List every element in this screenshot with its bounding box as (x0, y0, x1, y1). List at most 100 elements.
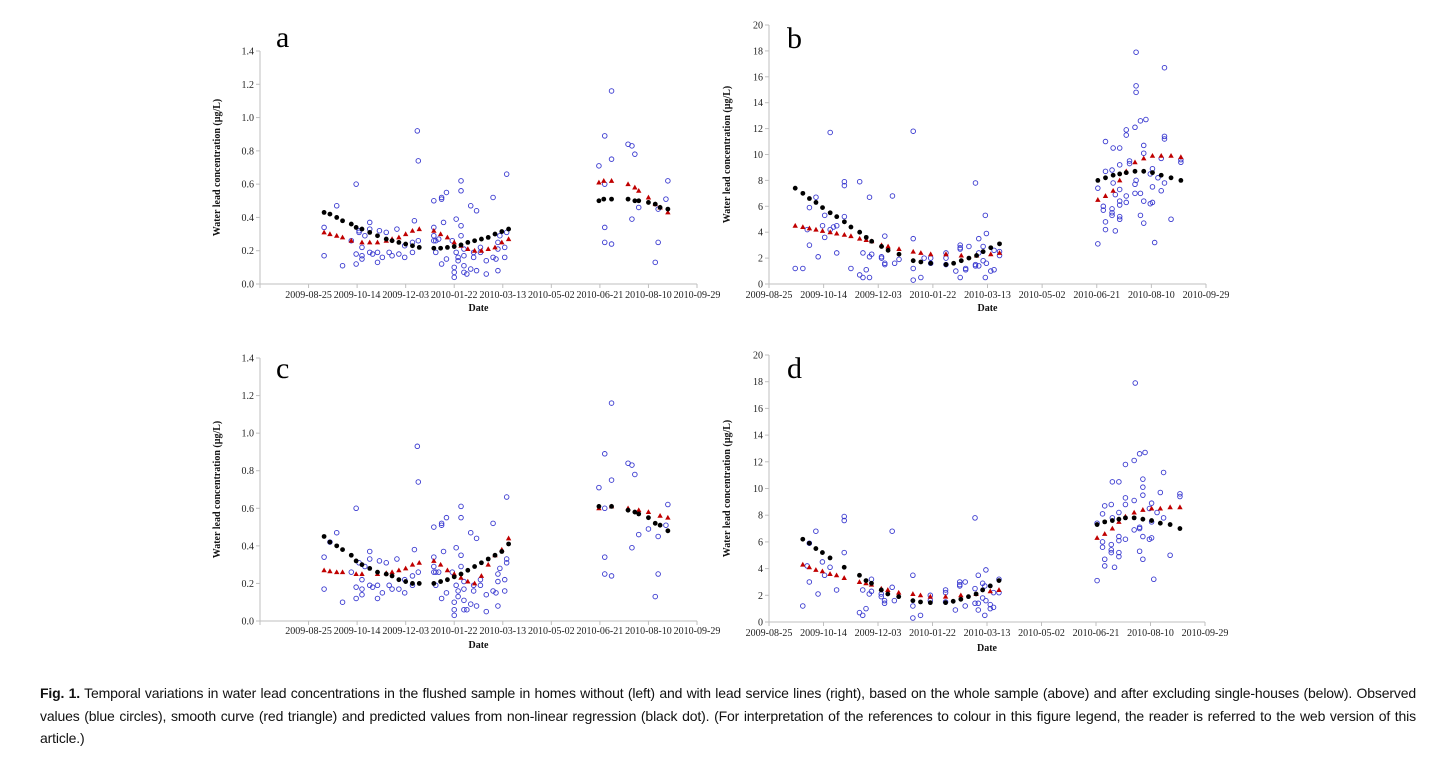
observed-point (501, 576, 508, 583)
observed-point (1131, 497, 1137, 504)
predicted-point (438, 245, 444, 251)
predicted-point (472, 564, 478, 569)
predicted-point (492, 552, 498, 558)
predicted-point (389, 573, 395, 579)
observed-point (495, 603, 501, 609)
observed-point (461, 252, 467, 259)
observed-point (353, 251, 359, 257)
observed-point (983, 567, 989, 573)
smooth-curve-point (917, 592, 924, 598)
predicted-point (927, 600, 933, 606)
x-tick-label: 2010-01-22 (909, 628, 956, 639)
observed-point (401, 254, 408, 261)
observed-point (433, 237, 439, 244)
y-tick-label: 0 (758, 280, 763, 291)
observed-point (374, 259, 381, 266)
x-tick-label: 2010-09-29 (674, 626, 721, 637)
observed-point (379, 590, 386, 596)
observed-point (1109, 212, 1115, 219)
smooth-curve-point (1110, 187, 1116, 193)
predicted-point (820, 205, 825, 210)
observed-point (1116, 537, 1122, 544)
y-tick-label: 6 (758, 202, 763, 213)
observed-point (866, 274, 873, 281)
predicted-point (1141, 168, 1147, 174)
observed-point (369, 584, 376, 590)
smooth-curve-point (334, 569, 340, 575)
smooth-curve-point (348, 237, 354, 243)
x-tick-label: 2009-10-14 (800, 290, 847, 301)
predicted-point (445, 244, 450, 250)
predicted-point (348, 552, 354, 558)
predicted-point (383, 571, 389, 577)
predicted-point (973, 591, 979, 597)
observed-point (1095, 241, 1101, 247)
smooth-curve-point (1095, 197, 1101, 202)
observed-point (366, 556, 373, 562)
y-tick-label: 16 (753, 404, 763, 415)
predicted-point (431, 245, 437, 251)
observed-point (503, 494, 510, 500)
observed-point (386, 582, 392, 589)
observed-point (415, 479, 422, 485)
observed-point (1116, 216, 1123, 222)
smooth-curve-point (958, 592, 964, 598)
observed-point (891, 260, 898, 267)
observed-point (819, 222, 826, 229)
x-tick-label: 2010-05-02 (1019, 290, 1066, 301)
observed-point (841, 513, 847, 520)
predicted-point (334, 543, 340, 549)
smooth-curve-point (1109, 525, 1116, 531)
observed-point (1157, 489, 1164, 496)
predicted-point (1116, 516, 1122, 522)
series-triangle (792, 152, 1184, 258)
y-tick-label: 0.6 (242, 180, 255, 191)
smooth-curve-point (813, 226, 819, 232)
observed-point (1132, 380, 1138, 386)
observed-point (359, 244, 365, 251)
observed-point (1116, 509, 1122, 516)
observed-point (458, 232, 464, 239)
observed-point (800, 265, 806, 272)
x-tick-label: 2009-08-25 (746, 628, 793, 639)
predicted-point (834, 214, 840, 220)
observed-point (975, 572, 982, 579)
observed-point (389, 252, 395, 259)
y-tick-label: 1.2 (242, 391, 255, 402)
figure-caption: Fig. 1. Temporal variations in water lea… (40, 682, 1416, 750)
observed-point (1140, 533, 1146, 540)
smooth-curve-point (437, 231, 444, 237)
predicted-point (1110, 172, 1116, 178)
observed-point (414, 128, 421, 134)
observed-point (369, 251, 376, 257)
x-tick-label: 2009-08-25 (285, 626, 332, 637)
observed-point (1137, 190, 1144, 197)
y-tick-label: 4 (758, 564, 763, 575)
predicted-point (800, 536, 806, 542)
observed-point (1133, 83, 1139, 89)
predicted-point (465, 239, 471, 245)
x-tick-label: 2010-01-22 (431, 626, 478, 637)
y-tick-label: 20 (753, 351, 763, 362)
smooth-curve-point (819, 568, 826, 574)
observed-point (608, 88, 615, 94)
observed-point (490, 194, 496, 201)
x-tick-label: 2010-06-21 (1073, 628, 1120, 639)
predicted-point (465, 567, 471, 573)
smooth-curve-point (505, 236, 512, 242)
predicted-point (596, 198, 602, 204)
y-tick-label: 10 (753, 484, 763, 495)
observed-point (859, 612, 866, 619)
observed-point (983, 230, 990, 237)
smooth-curve-point (1116, 177, 1123, 183)
observed-point (467, 266, 474, 272)
observed-point (596, 484, 602, 491)
smooth-curve-point (1157, 505, 1164, 511)
observed-point (473, 267, 480, 274)
observed-point (1111, 564, 1118, 571)
observed-point (473, 535, 480, 542)
observed-point (982, 212, 989, 219)
observed-point (608, 241, 615, 247)
smooth-curve-point (1177, 504, 1183, 510)
observed-point (806, 242, 813, 248)
